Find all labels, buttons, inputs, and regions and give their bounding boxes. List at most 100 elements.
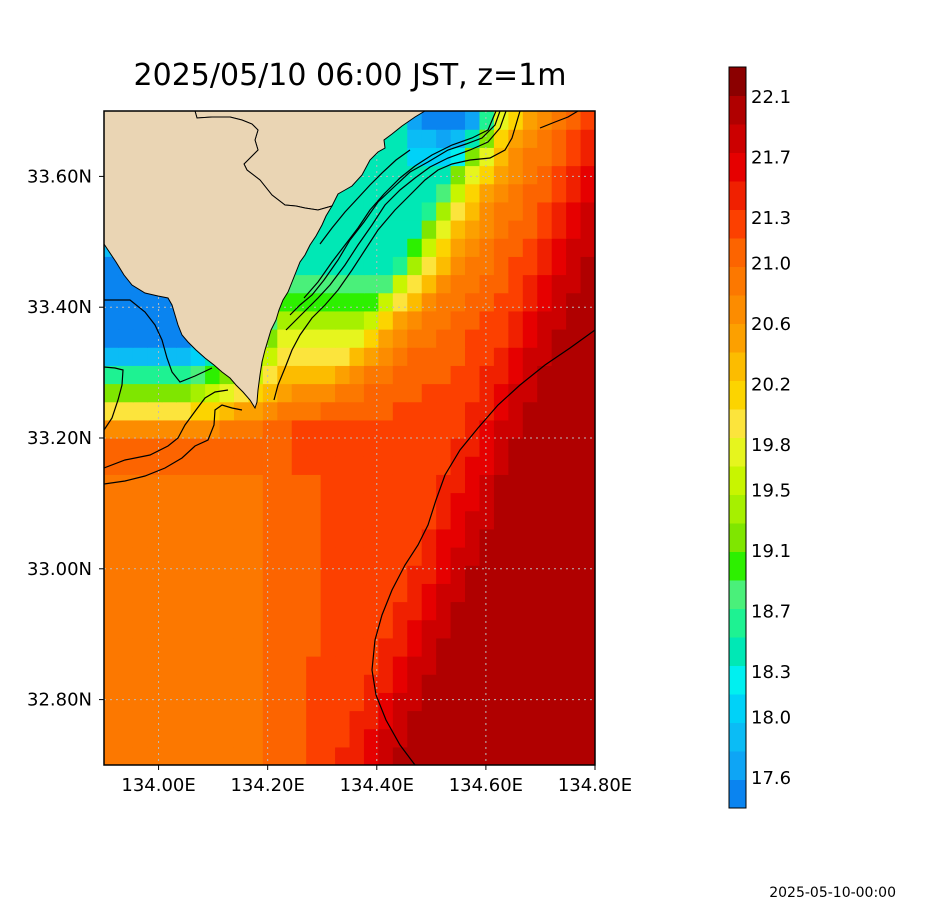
temperature-cell [335, 728, 351, 748]
temperature-cell [205, 746, 221, 765]
temperature-cell [205, 401, 221, 421]
temperature-cell [205, 710, 221, 730]
temperature-cell [147, 710, 163, 730]
temperature-cell [205, 492, 221, 512]
temperature-cell [320, 547, 336, 566]
temperature-cell [566, 401, 582, 421]
temperature-cell [306, 619, 322, 639]
temperature-cell [537, 347, 553, 366]
temperature-cell [104, 692, 120, 712]
temperature-cell [306, 256, 322, 276]
temperature-cell [248, 401, 264, 421]
temperature-cell [479, 383, 495, 403]
temperature-cell [407, 438, 423, 457]
temperature-cell [132, 310, 148, 330]
temperature-cell [566, 492, 582, 512]
temperature-cell [580, 565, 595, 584]
temperature-cell [277, 746, 293, 765]
temperature-cell [363, 329, 379, 348]
temperature-cell [580, 256, 595, 276]
temperature-cell [522, 456, 538, 475]
temperature-cell [349, 347, 365, 366]
x-axis: 134.00E 134.20E 134.40E 134.60E 134.80E [121, 765, 632, 796]
temperature-cell [551, 583, 567, 603]
temperature-cell [320, 474, 336, 494]
temperature-cell [277, 692, 293, 712]
temperature-cell [190, 619, 206, 639]
temperature-cell [551, 692, 567, 712]
temperature-cell [465, 565, 481, 584]
temperature-cell [291, 438, 307, 457]
temperature-cell [566, 347, 582, 366]
temperature-cell [551, 637, 567, 657]
temperature-cell [392, 129, 408, 148]
temperature-cell [522, 510, 538, 530]
temperature-cell [335, 419, 351, 439]
temperature-cell [566, 674, 582, 693]
temperature-cell [320, 674, 336, 693]
temperature-cell [407, 274, 423, 294]
temperature-cell [335, 383, 351, 403]
temperature-cell [407, 637, 423, 657]
temperature-cell [450, 220, 466, 239]
temperature-cell [407, 347, 423, 366]
temperature-cell [493, 746, 509, 765]
temperature-cell [349, 601, 365, 621]
temperature-cell [320, 274, 336, 294]
temperature-cell [580, 329, 595, 348]
temperature-cell [421, 710, 437, 730]
temperature-cell [349, 256, 365, 276]
temperature-cell [335, 456, 351, 475]
temperature-cell [566, 746, 582, 765]
temperature-cell [262, 492, 278, 512]
temperature-cell [465, 692, 481, 712]
temperature-cell [479, 438, 495, 457]
temperature-cell [537, 565, 553, 584]
temperature-cell [479, 401, 495, 421]
temperature-cell [580, 456, 595, 475]
temperature-cell [465, 111, 481, 130]
temperature-cell [147, 619, 163, 639]
temperature-cell [291, 329, 307, 348]
temperature-cell [436, 347, 452, 366]
temperature-cell [219, 710, 235, 730]
temperature-cell [407, 746, 423, 765]
temperature-cell [219, 456, 235, 475]
temperature-cell [320, 583, 336, 603]
temperature-cell [436, 547, 452, 566]
temperature-cell [378, 220, 394, 239]
temperature-cell [335, 656, 351, 675]
temperature-cell [219, 438, 235, 457]
temperature-cell [450, 329, 466, 348]
temperature-cell [161, 583, 177, 603]
temperature-cell [479, 183, 495, 203]
temperature-cell [248, 528, 264, 548]
temperature-cell [320, 637, 336, 657]
temperature-cell [493, 165, 509, 185]
temperature-cell [291, 674, 307, 693]
temperature-cell [508, 674, 524, 693]
temperature-cell [522, 256, 538, 276]
temperature-cell [205, 601, 221, 621]
temperature-cell [508, 401, 524, 421]
temperature-cell [465, 601, 481, 621]
temperature-cell [147, 674, 163, 693]
temperature-cell [335, 510, 351, 530]
temperature-cell [248, 438, 264, 457]
temperature-cell [291, 510, 307, 530]
temperature-cell [349, 274, 365, 294]
temperature-cell [508, 637, 524, 657]
temperature-cell [493, 147, 509, 167]
temperature-cell [493, 692, 509, 712]
temperature-cell [118, 329, 134, 348]
temperature-cell [537, 165, 553, 185]
temperature-cell [537, 238, 553, 257]
temperature-cell [436, 728, 452, 748]
temperature-cell [508, 565, 524, 584]
temperature-cell [508, 528, 524, 548]
colorbar-swatch [729, 466, 746, 495]
temperature-cell [277, 365, 293, 385]
temperature-cell [161, 510, 177, 530]
temperature-cell [392, 347, 408, 366]
temperature-cell [363, 274, 379, 294]
